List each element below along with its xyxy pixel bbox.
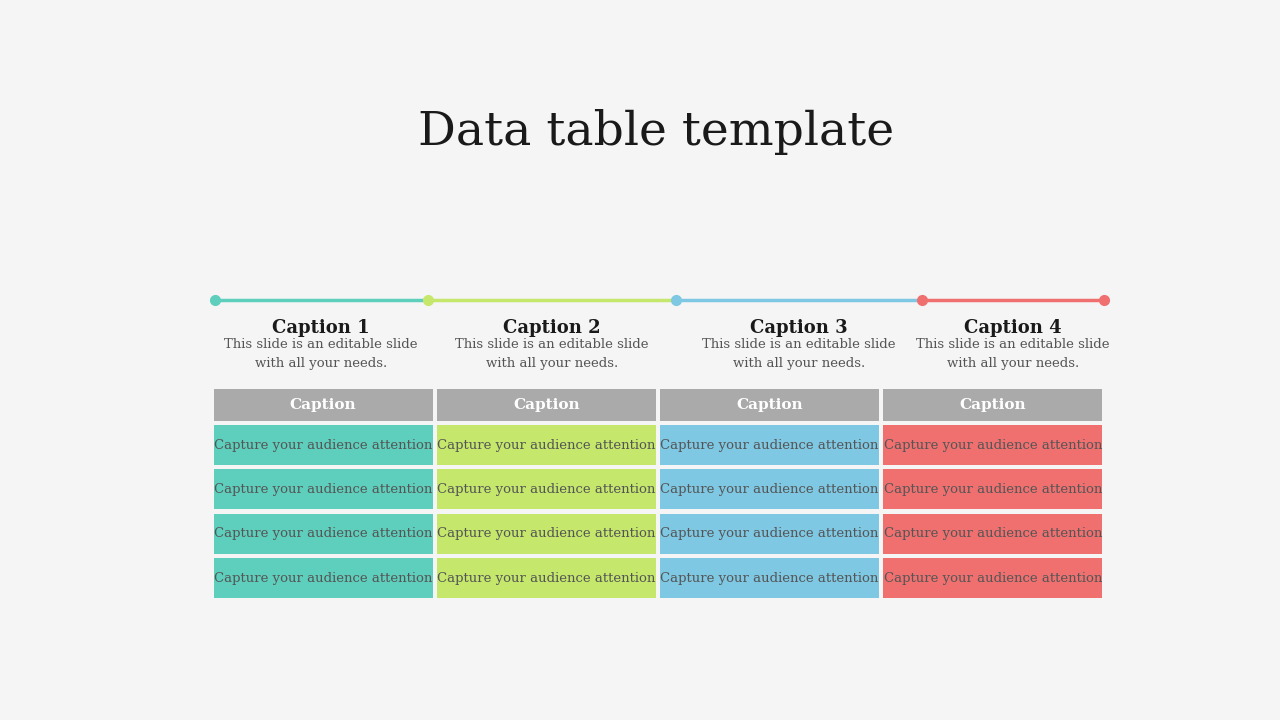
FancyBboxPatch shape xyxy=(883,558,1102,598)
Text: Caption 3: Caption 3 xyxy=(750,318,847,336)
Text: This slide is an editable slide
with all your needs.: This slide is an editable slide with all… xyxy=(456,338,649,369)
FancyBboxPatch shape xyxy=(436,425,655,465)
FancyBboxPatch shape xyxy=(883,425,1102,465)
Text: Caption: Caption xyxy=(736,397,803,412)
Text: Capture your audience attention: Capture your audience attention xyxy=(883,527,1102,540)
FancyBboxPatch shape xyxy=(436,514,655,554)
FancyBboxPatch shape xyxy=(883,469,1102,510)
FancyBboxPatch shape xyxy=(436,469,655,510)
FancyBboxPatch shape xyxy=(214,425,433,465)
FancyBboxPatch shape xyxy=(436,389,655,420)
FancyBboxPatch shape xyxy=(883,389,1102,420)
Text: Capture your audience attention: Capture your audience attention xyxy=(660,527,879,540)
Text: Caption 2: Caption 2 xyxy=(503,318,600,336)
Text: Capture your audience attention: Capture your audience attention xyxy=(660,483,879,496)
Text: Capture your audience attention: Capture your audience attention xyxy=(214,483,433,496)
FancyBboxPatch shape xyxy=(214,558,433,598)
Text: Caption: Caption xyxy=(289,397,357,412)
Text: Capture your audience attention: Capture your audience attention xyxy=(438,572,655,585)
Text: Capture your audience attention: Capture your audience attention xyxy=(438,438,655,451)
Text: Caption: Caption xyxy=(513,397,580,412)
Text: This slide is an editable slide
with all your needs.: This slide is an editable slide with all… xyxy=(916,338,1110,369)
Text: Capture your audience attention: Capture your audience attention xyxy=(883,483,1102,496)
Text: This slide is an editable slide
with all your needs.: This slide is an editable slide with all… xyxy=(224,338,419,369)
FancyBboxPatch shape xyxy=(214,469,433,510)
FancyBboxPatch shape xyxy=(660,558,879,598)
Text: Capture your audience attention: Capture your audience attention xyxy=(660,572,879,585)
Text: Capture your audience attention: Capture your audience attention xyxy=(214,572,433,585)
Text: Capture your audience attention: Capture your audience attention xyxy=(883,438,1102,451)
FancyBboxPatch shape xyxy=(883,514,1102,554)
Text: Capture your audience attention: Capture your audience attention xyxy=(438,483,655,496)
FancyBboxPatch shape xyxy=(214,389,433,420)
Text: This slide is an editable slide
with all your needs.: This slide is an editable slide with all… xyxy=(703,338,896,369)
Text: Capture your audience attention: Capture your audience attention xyxy=(214,438,433,451)
Text: Caption: Caption xyxy=(960,397,1027,412)
Text: Capture your audience attention: Capture your audience attention xyxy=(214,527,433,540)
FancyBboxPatch shape xyxy=(660,425,879,465)
Text: Capture your audience attention: Capture your audience attention xyxy=(660,438,879,451)
FancyBboxPatch shape xyxy=(660,469,879,510)
Text: Data table template: Data table template xyxy=(419,109,893,155)
Text: Capture your audience attention: Capture your audience attention xyxy=(438,527,655,540)
FancyBboxPatch shape xyxy=(214,514,433,554)
FancyBboxPatch shape xyxy=(660,389,879,420)
FancyBboxPatch shape xyxy=(436,558,655,598)
Text: Capture your audience attention: Capture your audience attention xyxy=(883,572,1102,585)
Text: Caption 4: Caption 4 xyxy=(964,318,1062,336)
Text: Caption 1: Caption 1 xyxy=(273,318,370,336)
FancyBboxPatch shape xyxy=(660,514,879,554)
